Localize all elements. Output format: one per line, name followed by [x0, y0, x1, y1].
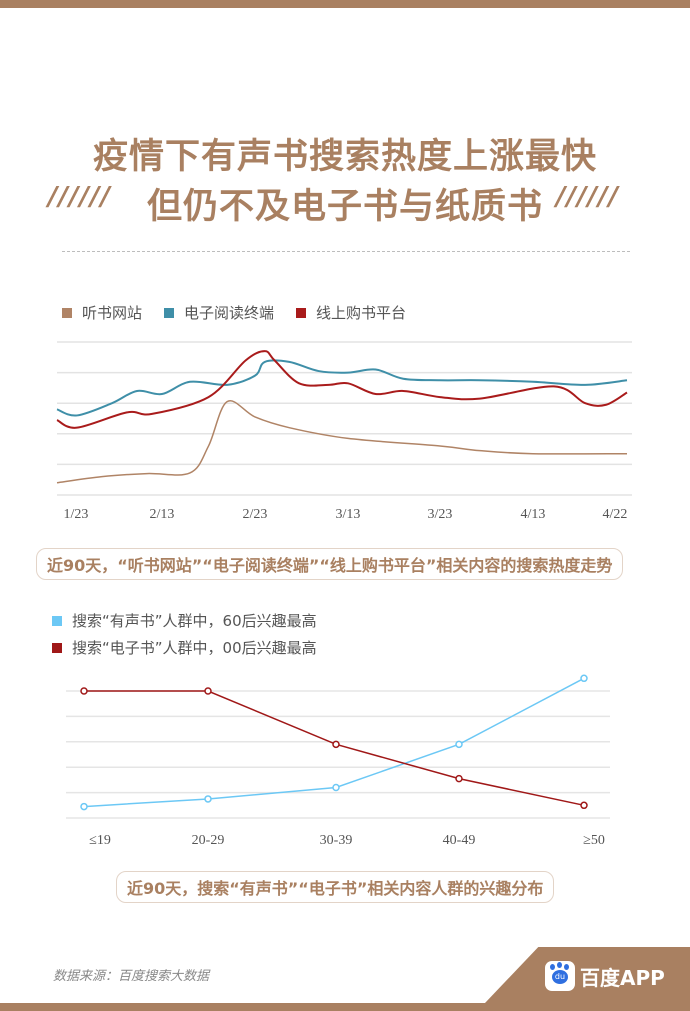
brand-name: 百度APP	[580, 966, 665, 990]
x-tick-label: 40-49	[443, 833, 476, 848]
data-point	[204, 687, 212, 695]
x-tick-label: ≥50	[583, 833, 605, 848]
x-tick-label: 4/22	[603, 507, 628, 522]
data-point	[580, 674, 588, 683]
x-tick-label: ≤19	[89, 833, 111, 848]
bottom-bar	[0, 1003, 690, 1011]
data-point	[455, 740, 463, 749]
title-line-2: 但仍不及电子书与纸质书	[146, 187, 543, 227]
series-line-1	[56, 400, 628, 484]
x-tick-label: 3/23	[428, 507, 453, 522]
data-point	[80, 802, 88, 811]
legend-label-listen: 听书网站	[82, 304, 143, 322]
data-point	[204, 795, 212, 803]
data-point	[332, 740, 340, 749]
data-point	[580, 801, 588, 810]
dotted-divider	[62, 251, 630, 252]
legend-chart1: 听书网站 电子阅读终端 线上购书平台	[62, 302, 406, 323]
legend-label-shop: 线上购书平台	[316, 304, 407, 322]
legend-swatch-shop	[296, 307, 307, 318]
x-tick-label: 3/13	[336, 507, 361, 522]
x-tick-label: 20-29	[192, 833, 225, 848]
data-point	[80, 687, 88, 695]
legend-label-ebook-group: 搜索“电子书”人群中，00后兴趣最高	[72, 639, 317, 657]
data-point	[455, 774, 463, 783]
x-tick-label: 2/23	[243, 507, 268, 522]
legend-swatch-listen	[62, 307, 72, 318]
top-bar	[0, 0, 690, 8]
legend-label-audio: 搜索“有声书”人群中，60后兴趣最高	[72, 612, 317, 630]
title-line-1: 疫情下有声书搜索热度上涨最快	[92, 137, 597, 177]
legend-swatch-ebook-group	[52, 642, 62, 653]
data-point	[332, 783, 340, 792]
legend-swatch-audio	[52, 615, 62, 626]
legend-chart2-a: 搜索“有声书”人群中，60后兴趣最高	[52, 610, 317, 631]
x-tick-label: 30-39	[320, 833, 353, 848]
chart2-caption: 近90天，搜索“有声书”“电子书”相关内容人群的兴趣分布	[116, 871, 555, 903]
series-line-3	[56, 350, 628, 429]
legend-label-ebook: 电子阅读终端	[184, 304, 275, 322]
series-line-2	[56, 359, 628, 417]
x-tick-label: 1/23	[64, 507, 89, 522]
legend-chart2-b: 搜索“电子书”人群中，00后兴趣最高	[52, 637, 317, 658]
baidu-paw-logo-icon: du	[545, 961, 575, 991]
decor-slashes-right: //////	[556, 182, 619, 212]
legend-swatch-ebook	[164, 307, 175, 318]
x-tick-label: 2/13	[150, 507, 175, 522]
x-tick-label: 4/13	[521, 507, 546, 522]
decor-slashes-left: //////	[48, 182, 111, 212]
data-source: 数据来源：百度搜索大数据	[53, 969, 210, 984]
chart1-caption: 近90天，“听书网站”“电子阅读终端”“线上购书平台”相关内容的搜索热度走势	[36, 548, 624, 580]
